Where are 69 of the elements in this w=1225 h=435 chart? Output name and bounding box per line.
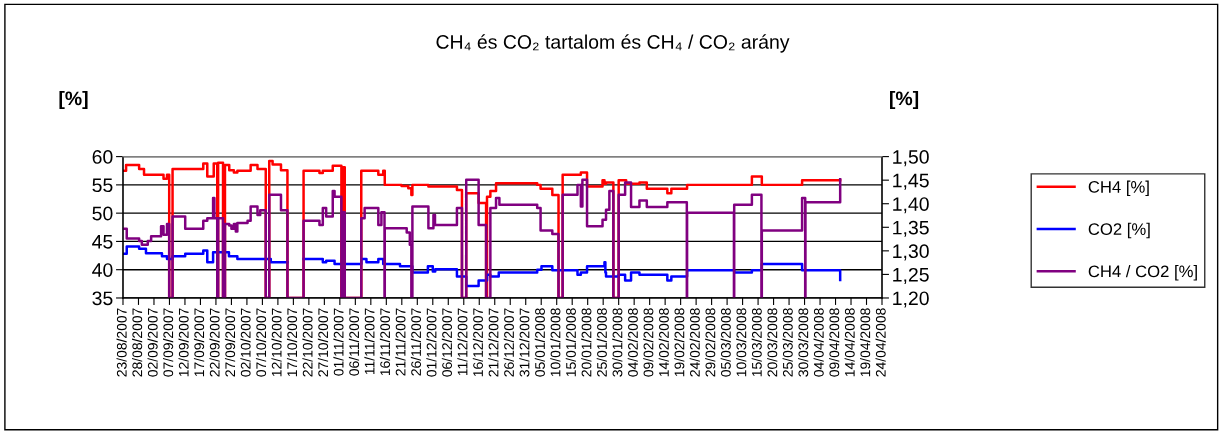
x-tick-label: 24/02/2008	[689, 308, 700, 377]
x-tick-label: 29/02/2008	[705, 308, 716, 377]
x-tick-label: 17/10/2007	[286, 308, 298, 377]
x-tick-label: 20/03/2008	[767, 308, 778, 377]
x-tick-label: 25/03/2008	[782, 308, 793, 377]
x-tick-label: 05/01/2008	[534, 308, 545, 377]
y2-tick-label: 1,35	[893, 220, 929, 237]
x-tick-label: 16/11/2007	[379, 308, 391, 376]
x-tick-label: 17/09/2007	[193, 308, 205, 377]
x-tick-label: 10/01/2008	[550, 308, 561, 377]
legend-label: CH4 [%]	[1088, 180, 1149, 197]
x-tick-label: 10/03/2008	[736, 308, 747, 377]
x-tick-label: 27/10/2007	[317, 308, 329, 377]
x-tick-label: 22/09/2007	[209, 308, 220, 377]
x-tick-label: 22/10/2007	[302, 308, 313, 377]
x-tick-label: 31/12/2007	[519, 308, 530, 377]
x-tick-label: 09/02/2008	[643, 308, 654, 377]
x-tick-label: 07/09/2007	[162, 308, 174, 377]
x-tick-label: 20/01/2008	[581, 308, 592, 377]
x-tick-label: 02/09/2007	[147, 308, 158, 377]
x-tick-label: 02/10/2007	[240, 308, 251, 377]
y-tick-label: 35	[92, 291, 113, 306]
x-tick-label: 06/12/2007	[441, 308, 453, 377]
chart-title: CH₄ és CO₂ tartalom és CH₄ / CO₂ arány	[436, 34, 790, 53]
y2-tick-label: 1,45	[893, 173, 929, 190]
x-tick-label: 24/04/2008	[875, 308, 886, 377]
x-tick-label: 21/12/2007	[488, 308, 499, 377]
x-tick-label: 14/04/2008	[844, 308, 855, 377]
x-tick-label: 01/12/2007	[426, 308, 437, 377]
x-tick-label: 11/12/2007	[457, 308, 468, 376]
x-tick-label: 11/11/2007	[364, 308, 375, 375]
y-axis-title: [%]	[59, 90, 88, 110]
x-tick-label: 07/10/2007	[255, 308, 267, 377]
y2-axis-title: [%]	[890, 90, 919, 110]
x-tick-label: 04/02/2008	[627, 308, 638, 377]
x-tick-label: 12/09/2007	[178, 308, 189, 377]
y2-tick-label: 1,20	[893, 291, 929, 308]
x-tick-label: 19/04/2008	[860, 308, 871, 377]
x-tick-label: 26/11/2007	[410, 308, 422, 376]
y-tick-label: 40	[92, 263, 113, 277]
x-tick-label: 09/04/2008	[829, 308, 840, 377]
y2-tick-label: 1,50	[893, 150, 929, 167]
x-tick-label: 16/12/2007	[472, 308, 483, 377]
y2-tick-label: 1,40	[893, 197, 929, 214]
y-tick-label: 60	[92, 150, 113, 164]
x-tick-label: 05/03/2008	[720, 308, 731, 377]
x-tick-label: 06/11/2007	[348, 308, 360, 376]
x-tick-label: 26/12/2007	[503, 308, 514, 377]
legend-label: CH4 / CO2 [%]	[1088, 264, 1197, 281]
x-tick-label: 19/02/2008	[674, 308, 685, 377]
x-tick-label: 14/02/2008	[658, 308, 669, 377]
legend-label: CO2 [%]	[1088, 222, 1150, 239]
x-tick-label: 15/03/2008	[751, 308, 762, 377]
y-tick-label: 55	[92, 178, 113, 193]
y-tick-label: 50	[92, 206, 113, 221]
y2-tick-label: 1,25	[893, 267, 929, 284]
x-tick-label: 30/01/2008	[612, 308, 623, 377]
x-tick-label: 25/01/2008	[596, 308, 607, 377]
x-tick-label: 27/09/2007	[224, 308, 236, 377]
x-tick-label: 28/08/2007	[132, 308, 143, 377]
y-tick-label: 45	[92, 235, 113, 249]
x-tick-label: 01/11/2007	[333, 308, 344, 376]
x-tick-label: 04/04/2008	[813, 308, 824, 377]
x-tick-label: 30/03/2008	[798, 308, 809, 377]
x-tick-label: 21/11/2007	[395, 308, 406, 376]
y2-tick-label: 1,30	[893, 244, 929, 261]
x-tick-label: 15/01/2008	[565, 308, 576, 377]
x-tick-label: 12/10/2007	[271, 308, 282, 377]
x-tick-label: 23/08/2007	[116, 308, 127, 377]
